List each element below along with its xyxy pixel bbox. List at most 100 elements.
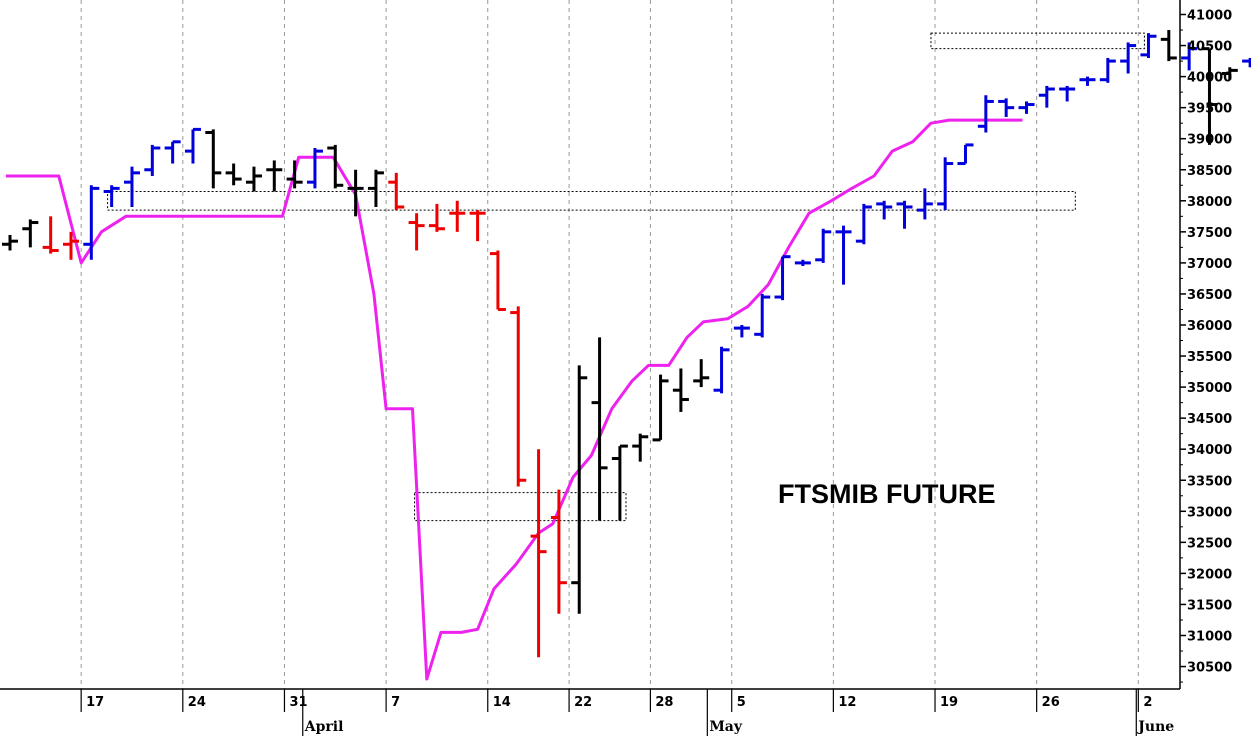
- y-tick-label: 39500: [1187, 102, 1232, 117]
- y-tick-label: 37500: [1187, 226, 1232, 241]
- y-tick-label: 37000: [1187, 257, 1232, 272]
- annotation-box: [414, 492, 627, 522]
- y-tick-label: 38000: [1187, 195, 1232, 210]
- price-bar: [896, 200, 913, 229]
- y-tick-label: 34500: [1187, 412, 1232, 427]
- price-bar: [794, 259, 811, 267]
- annotation-box: [107, 190, 1076, 211]
- price-bar: [876, 200, 893, 220]
- price-bar: [103, 185, 120, 208]
- y-tick-label: 31000: [1187, 630, 1232, 645]
- price-bar: [266, 160, 283, 192]
- x-tick-label: 2: [1143, 695, 1152, 710]
- y-tick-label: 38500: [1187, 164, 1232, 179]
- price-bar: [469, 210, 486, 242]
- price-bar: [632, 433, 649, 462]
- price-bar: [205, 129, 222, 189]
- chart-title: FTSMIB FUTURE: [778, 479, 995, 509]
- price-bar: [1181, 42, 1198, 71]
- month-label: May: [709, 719, 743, 735]
- y-tick-labels: 30500 31000 31500 32000 32500 33000 33500 34000…: [1180, 9, 1232, 683]
- price-bar: [1120, 42, 1137, 74]
- y-tick-label: 30500: [1187, 661, 1232, 676]
- trailing-stop-line: [5, 118, 1023, 681]
- price-bar: [672, 368, 689, 412]
- price-bar: [1160, 30, 1177, 62]
- x-tick-label: 19: [940, 695, 958, 710]
- y-tick-label: 32000: [1187, 567, 1232, 582]
- x-tick-label: 22: [574, 695, 592, 710]
- price-bar: [835, 225, 852, 285]
- price-bar: [1221, 67, 1238, 80]
- grid-lines: [80, 0, 1139, 689]
- price-bar: [1018, 101, 1035, 114]
- y-tick-label: 31500: [1187, 598, 1232, 613]
- y-tick-label: 33000: [1187, 505, 1232, 520]
- price-bar: [510, 306, 527, 487]
- x-tick-label: 5: [737, 695, 746, 710]
- price-bar: [184, 127, 201, 164]
- annotation-box: [930, 32, 1145, 50]
- price-bar: [286, 160, 303, 189]
- price-bar: [347, 169, 364, 217]
- price-bar: [977, 95, 994, 133]
- month-label: June: [1136, 719, 1174, 735]
- x-tick-label: 28: [655, 695, 673, 710]
- y-tick-label: 40000: [1187, 71, 1232, 86]
- price-bar: [693, 359, 710, 388]
- x-tick-label: 14: [493, 695, 511, 710]
- y-tick-label: 41000: [1187, 9, 1232, 24]
- price-bar: [1140, 33, 1157, 58]
- x-tick-label: 7: [391, 695, 400, 710]
- y-tick-label: 34000: [1187, 443, 1232, 458]
- price-bar: [83, 185, 100, 260]
- price-bar: [550, 489, 567, 614]
- x-tick-label: 26: [1042, 695, 1060, 710]
- price-bar: [327, 144, 344, 189]
- annotation-boxes: [107, 32, 1145, 522]
- stop-line-series: [5, 118, 1023, 681]
- price-bar: [123, 166, 140, 208]
- price-bar: [1079, 76, 1096, 86]
- price-bar: [571, 365, 588, 614]
- price-bar: [774, 255, 791, 301]
- y-tick-label: 36000: [1187, 319, 1232, 334]
- price-bars: [2, 30, 1251, 658]
- axes: [0, 0, 1181, 690]
- price-bar: [530, 449, 547, 658]
- price-bar: [225, 163, 242, 186]
- price-bar: [42, 216, 59, 254]
- price-bar: [449, 200, 466, 232]
- price-bar: [408, 213, 425, 251]
- y-tick-label: 33500: [1187, 474, 1232, 489]
- x-tick-label: 24: [188, 695, 206, 710]
- x-tick-labels: 17 24 31 7 14 22 28 5 12 19 26 2 April May June: [80, 689, 1174, 736]
- price-bar: [164, 140, 181, 164]
- price-bar: [245, 166, 262, 192]
- x-tick-label: 31: [289, 695, 307, 710]
- price-bar: [367, 169, 384, 208]
- x-tick-label: 17: [86, 695, 104, 710]
- price-bar: [428, 203, 445, 232]
- price-bar: [652, 374, 669, 442]
- price-bar: [916, 188, 933, 220]
- price-bar: [713, 346, 730, 394]
- price-bar: [611, 444, 628, 521]
- price-bar: [815, 228, 832, 263]
- price-bar: [957, 143, 974, 166]
- price-bar: [1038, 85, 1055, 108]
- price-bar: [733, 325, 750, 338]
- y-tick-label: 36500: [1187, 288, 1232, 303]
- price-bar: [489, 250, 506, 311]
- price-bar: [591, 337, 608, 521]
- y-tick-label: 35000: [1187, 381, 1232, 396]
- month-label: April: [304, 719, 344, 735]
- price-bar: [388, 172, 405, 211]
- y-tick-label: 40500: [1187, 40, 1232, 55]
- price-bar: [62, 231, 79, 260]
- price-bar: [22, 219, 39, 248]
- price-bar: [306, 148, 323, 189]
- y-tick-label: 32500: [1187, 536, 1232, 551]
- price-bar: [1242, 57, 1251, 68]
